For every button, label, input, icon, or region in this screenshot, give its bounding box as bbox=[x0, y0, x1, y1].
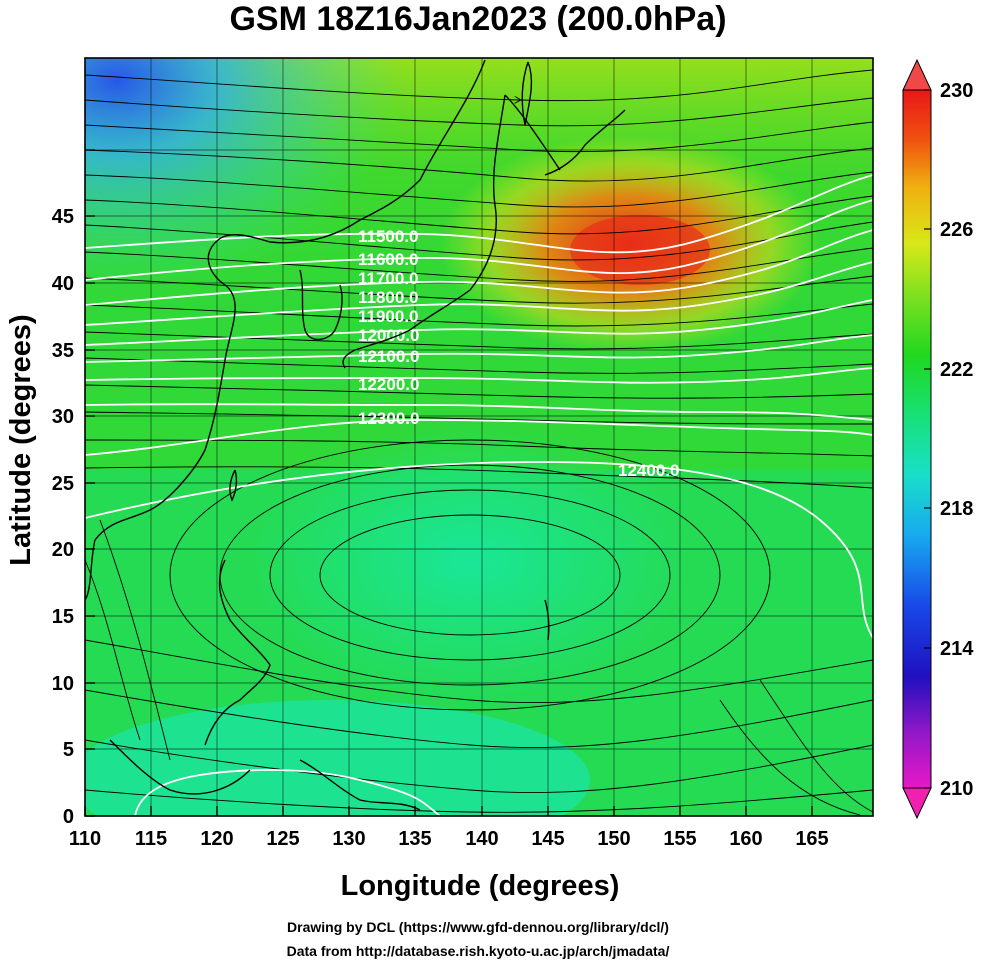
x-tick-label: 145 bbox=[531, 828, 564, 850]
colorbar-tick-label: 210 bbox=[940, 778, 973, 800]
philippines-coast bbox=[204, 559, 271, 746]
x-tick-label: 155 bbox=[663, 828, 696, 850]
colorbar-tick-label: 222 bbox=[940, 359, 973, 381]
contour-label: 12400.0 bbox=[618, 461, 679, 480]
y-axis: 0 5 10 15 20 25 30 35 40 45 bbox=[52, 149, 95, 828]
credit-data: Data from http://database.rish.kyoto-u.a… bbox=[287, 943, 670, 959]
colorbar: 230 226 222 218 214 210 bbox=[902, 58, 974, 820]
new-guinea-coast bbox=[299, 759, 421, 811]
y-tick-label: 0 bbox=[63, 806, 74, 828]
colorbar-tick-label: 230 bbox=[940, 80, 973, 102]
y-tick-label: 15 bbox=[52, 606, 74, 628]
colorbar-scale bbox=[902, 89, 932, 789]
cool-region bbox=[85, 58, 405, 288]
x-tick-label: 115 bbox=[135, 828, 167, 850]
plot-frame bbox=[84, 57, 874, 817]
taiwan-coast bbox=[229, 469, 238, 502]
x-tick-label: 140 bbox=[465, 828, 498, 850]
wind-streamlines bbox=[85, 69, 873, 816]
contour-label: 12300.0 bbox=[358, 409, 419, 428]
contour-label: 11900.0 bbox=[358, 307, 419, 326]
contour-label: 11800.0 bbox=[358, 288, 419, 307]
colorbar-max-arrow bbox=[902, 58, 932, 91]
y-tick-label: 35 bbox=[52, 340, 74, 362]
contour-label: 12200.0 bbox=[358, 375, 419, 394]
contour-label: 12100.0 bbox=[358, 347, 419, 366]
x-tick-label: 135 bbox=[398, 828, 431, 850]
colorbar-min-arrow bbox=[902, 787, 932, 820]
x-tick-label: 125 bbox=[266, 828, 299, 850]
y-tick-label: 20 bbox=[52, 539, 74, 561]
contour-label: 12000.0 bbox=[358, 326, 419, 345]
colorbar-tick-label: 218 bbox=[940, 498, 973, 520]
asia-coast bbox=[85, 59, 486, 601]
colorbar-tick-label: 214 bbox=[940, 638, 974, 660]
y-tick-label: 45 bbox=[52, 206, 74, 228]
contour-label: 11700.0 bbox=[358, 269, 419, 288]
x-axis: 110 115 120 125 130 135 140 145 150 155 … bbox=[69, 806, 829, 850]
y-tick-label: 40 bbox=[52, 273, 74, 295]
y-tick-label: 10 bbox=[52, 673, 74, 695]
mariana-islands bbox=[544, 599, 550, 641]
x-tick-label: 130 bbox=[332, 828, 365, 850]
x-tick-label: 110 bbox=[69, 828, 101, 850]
contour-labels: 11500.0 11600.0 11700.0 11800.0 11900.0 … bbox=[358, 227, 679, 480]
japan-coast bbox=[342, 94, 506, 369]
korea-coast bbox=[299, 269, 343, 341]
coastlines bbox=[85, 59, 626, 811]
colorbar-tick-label: 226 bbox=[940, 219, 973, 241]
y-tick-label: 25 bbox=[52, 473, 74, 495]
hokkaido-coast bbox=[504, 94, 561, 171]
chart-title: GSM 18Z16Jan2023 (200.0hPa) bbox=[229, 0, 726, 38]
x-axis-title: Longitude (degrees) bbox=[341, 870, 620, 902]
contour-label: 11500.0 bbox=[358, 227, 419, 246]
x-tick-label: 120 bbox=[200, 828, 233, 850]
y-tick-label: 5 bbox=[63, 739, 74, 761]
contour-label: 11600.0 bbox=[358, 250, 419, 269]
y-axis-title: Latitude (degrees) bbox=[5, 314, 37, 565]
x-tick-label: 160 bbox=[729, 828, 762, 850]
borneo-coast bbox=[109, 739, 251, 795]
kuril-islands bbox=[544, 109, 626, 176]
y-tick-label: 30 bbox=[52, 406, 74, 428]
x-tick-label: 150 bbox=[597, 828, 630, 850]
sakhalin-coast bbox=[521, 61, 533, 126]
plot-area: 11500.0 11600.0 11700.0 11800.0 11900.0 … bbox=[85, 58, 873, 816]
height-contours bbox=[85, 174, 873, 816]
x-tick-label: 165 bbox=[795, 828, 828, 850]
credit-drawing: Drawing by DCL (https://www.gfd-dennou.o… bbox=[287, 919, 669, 935]
